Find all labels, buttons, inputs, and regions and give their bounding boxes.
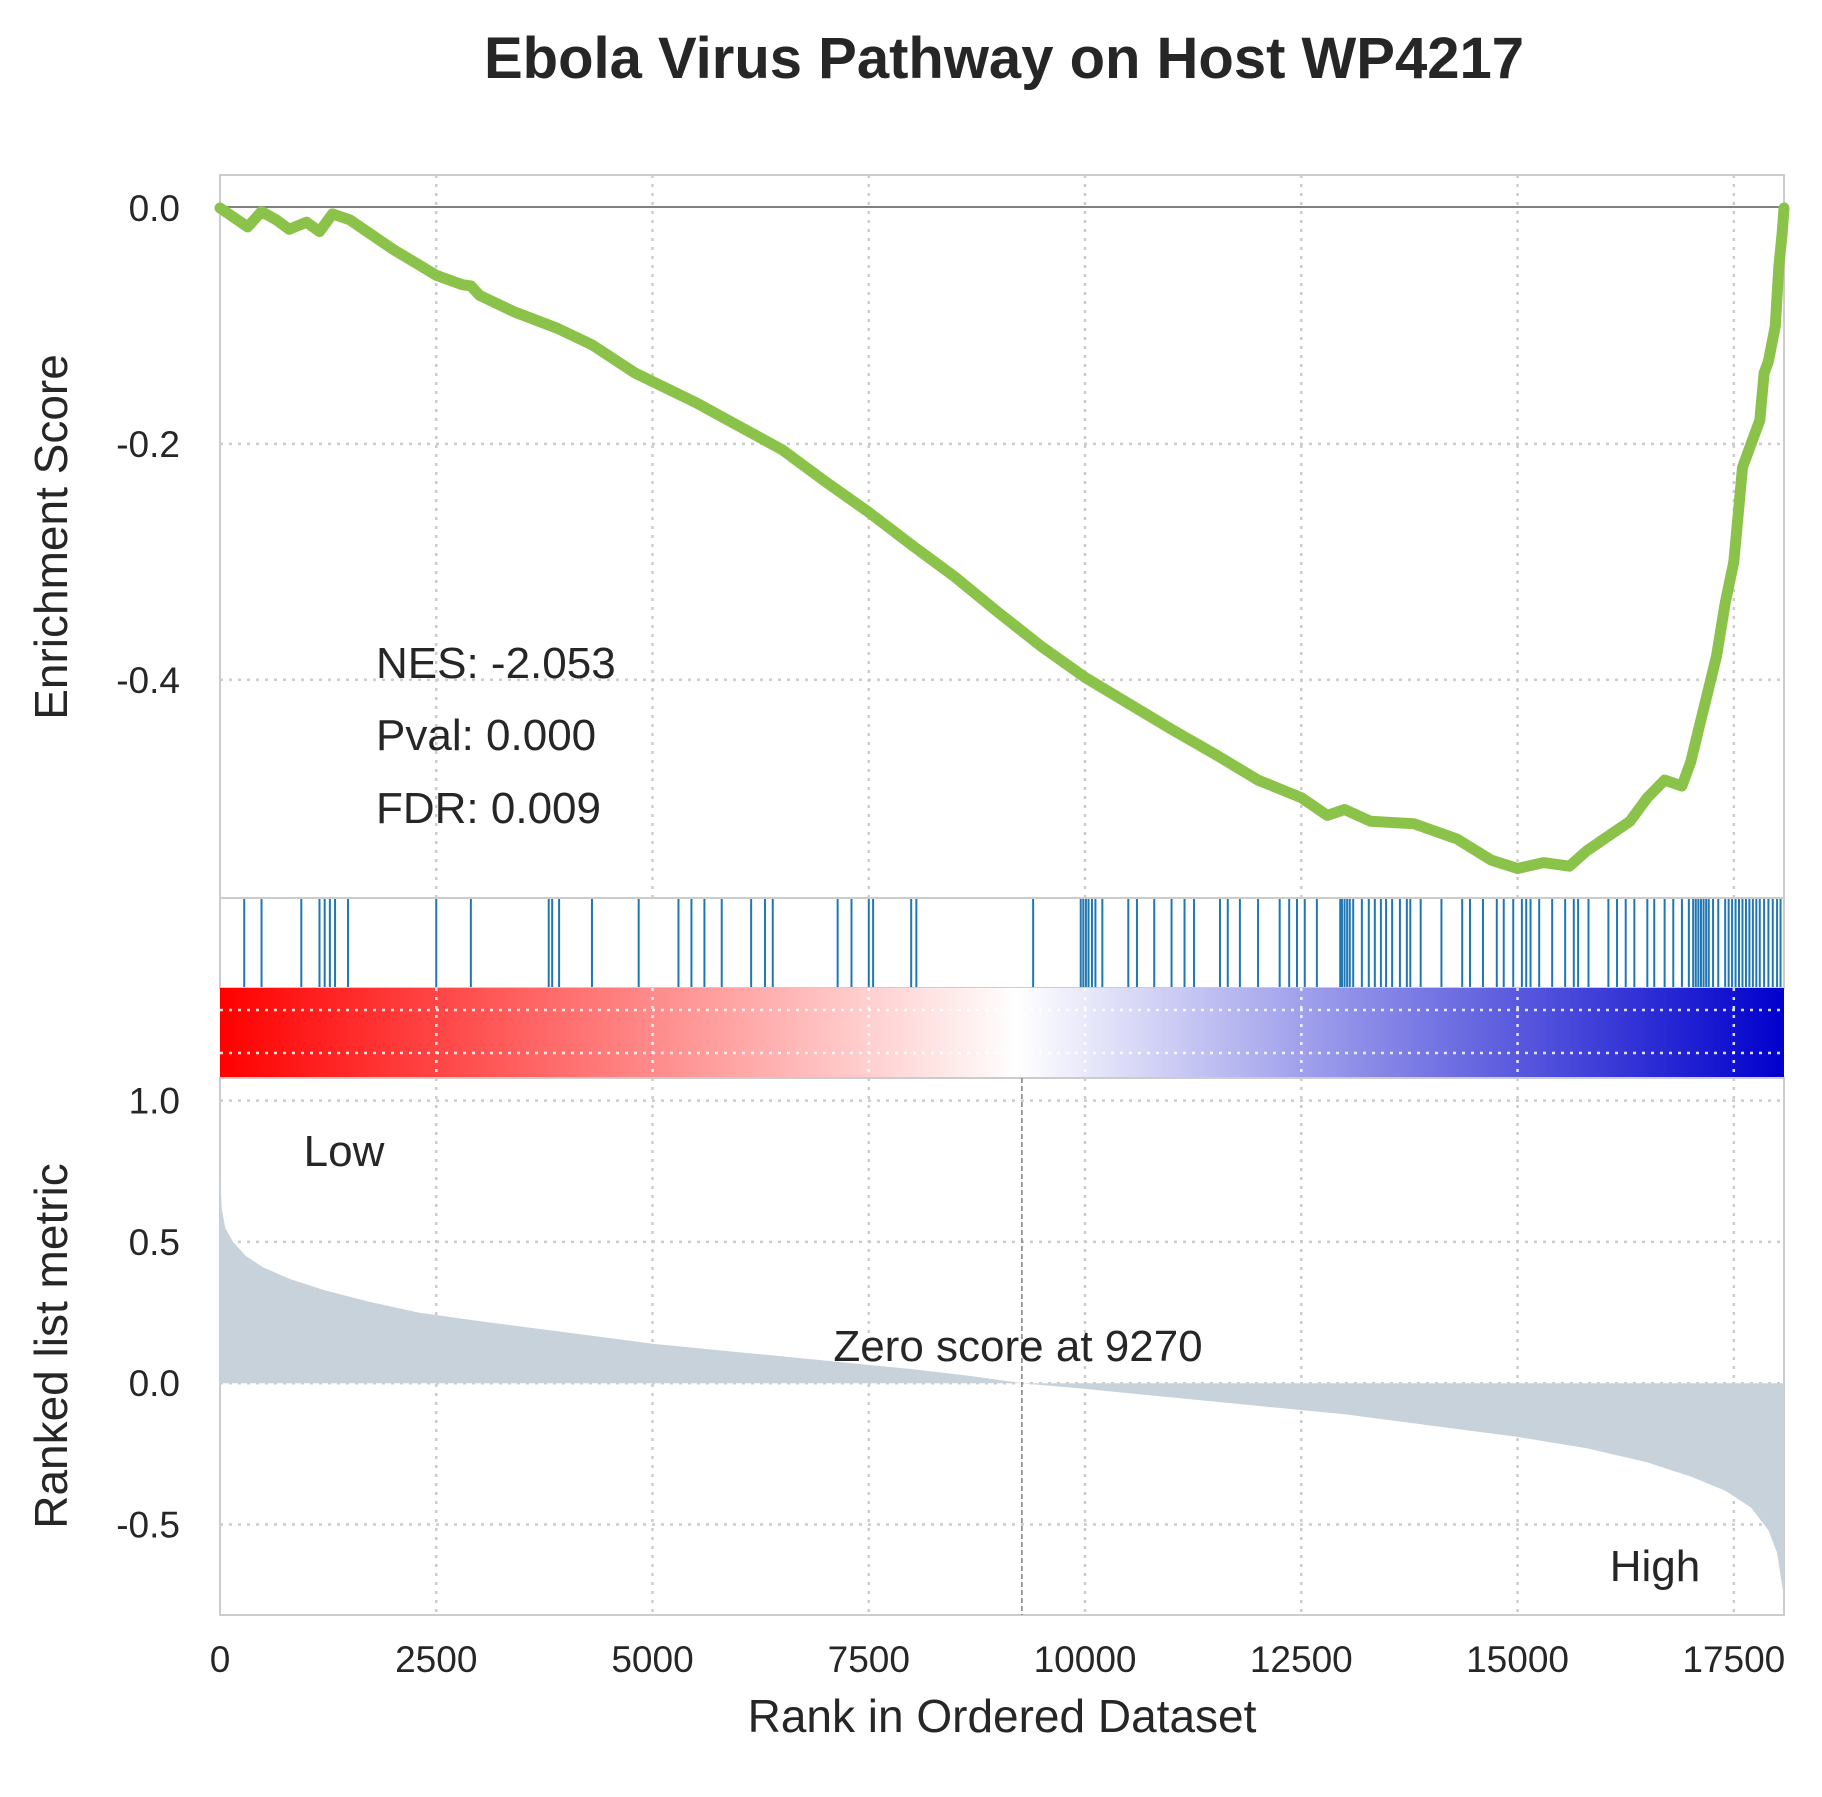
metric-y-tick-label: 0.5: [129, 1222, 180, 1263]
x-axis-label: Rank in Ordered Dataset: [748, 1690, 1257, 1742]
metric-y-tick-label: 0.0: [129, 1363, 180, 1404]
x-tick-label: 0: [210, 1639, 231, 1680]
metric-y-axis-label: Ranked list metric: [25, 1163, 77, 1529]
ranked-metric-area: [220, 1168, 1784, 1598]
rank-gradient-bar: [220, 988, 1784, 1078]
metric-y-ticks: 1.0 0.5 0.0 -0.5: [116, 1081, 180, 1546]
chart-title: Ebola Virus Pathway on Host WP4217: [484, 26, 1524, 91]
running-enrichment-score-line: [214, 202, 1790, 874]
hits-panel: [219, 897, 1785, 989]
rank-gradient-band: [220, 988, 1784, 1078]
hits-panel-frame: [219, 897, 1785, 989]
low-label: Low: [304, 1127, 385, 1176]
metric-y-tick-label: -0.5: [116, 1505, 180, 1546]
x-tick-label: 7500: [828, 1639, 910, 1680]
metric-y-tick-label: 1.0: [129, 1081, 180, 1122]
gene-hit-marks: [243, 899, 1782, 987]
enrichment-panel: 0.0 -0.2 -0.4 NES: -2.053 Pval: 0.000 FDR:…: [25, 174, 1790, 899]
nes-stat: NES: -2.053: [376, 639, 616, 688]
zero-score-label: Zero score at 9270: [833, 1322, 1202, 1371]
es-y-tick-label: -0.4: [116, 660, 180, 701]
enrichment-y-ticks: 0.0 -0.2 -0.4: [116, 188, 180, 701]
pval-stat: Pval: 0.000: [376, 711, 596, 760]
es-y-tick-label: -0.2: [116, 424, 180, 465]
high-label: High: [1610, 1542, 1701, 1591]
x-axis-ticks: 0 2500 5000 7500 10000 12500 15000 17500: [210, 1639, 1786, 1680]
x-tick-label: 12500: [1250, 1639, 1353, 1680]
x-tick-label: 17500: [1682, 1639, 1785, 1680]
gradient-band-grid: [220, 988, 1784, 1078]
es-y-tick-label: 0.0: [129, 188, 180, 229]
x-tick-label: 5000: [611, 1639, 693, 1680]
x-tick-label: 10000: [1034, 1639, 1137, 1680]
fdr-stat: FDR: 0.009: [376, 784, 601, 833]
x-tick-label: 15000: [1466, 1639, 1569, 1680]
x-tick-label: 2500: [395, 1639, 477, 1680]
enrichment-y-axis-label: Enrichment Score: [25, 354, 77, 720]
metric-panel: 1.0 0.5 0.0 -0.5 Zero score at 9270 Low Hig…: [25, 1077, 1785, 1616]
